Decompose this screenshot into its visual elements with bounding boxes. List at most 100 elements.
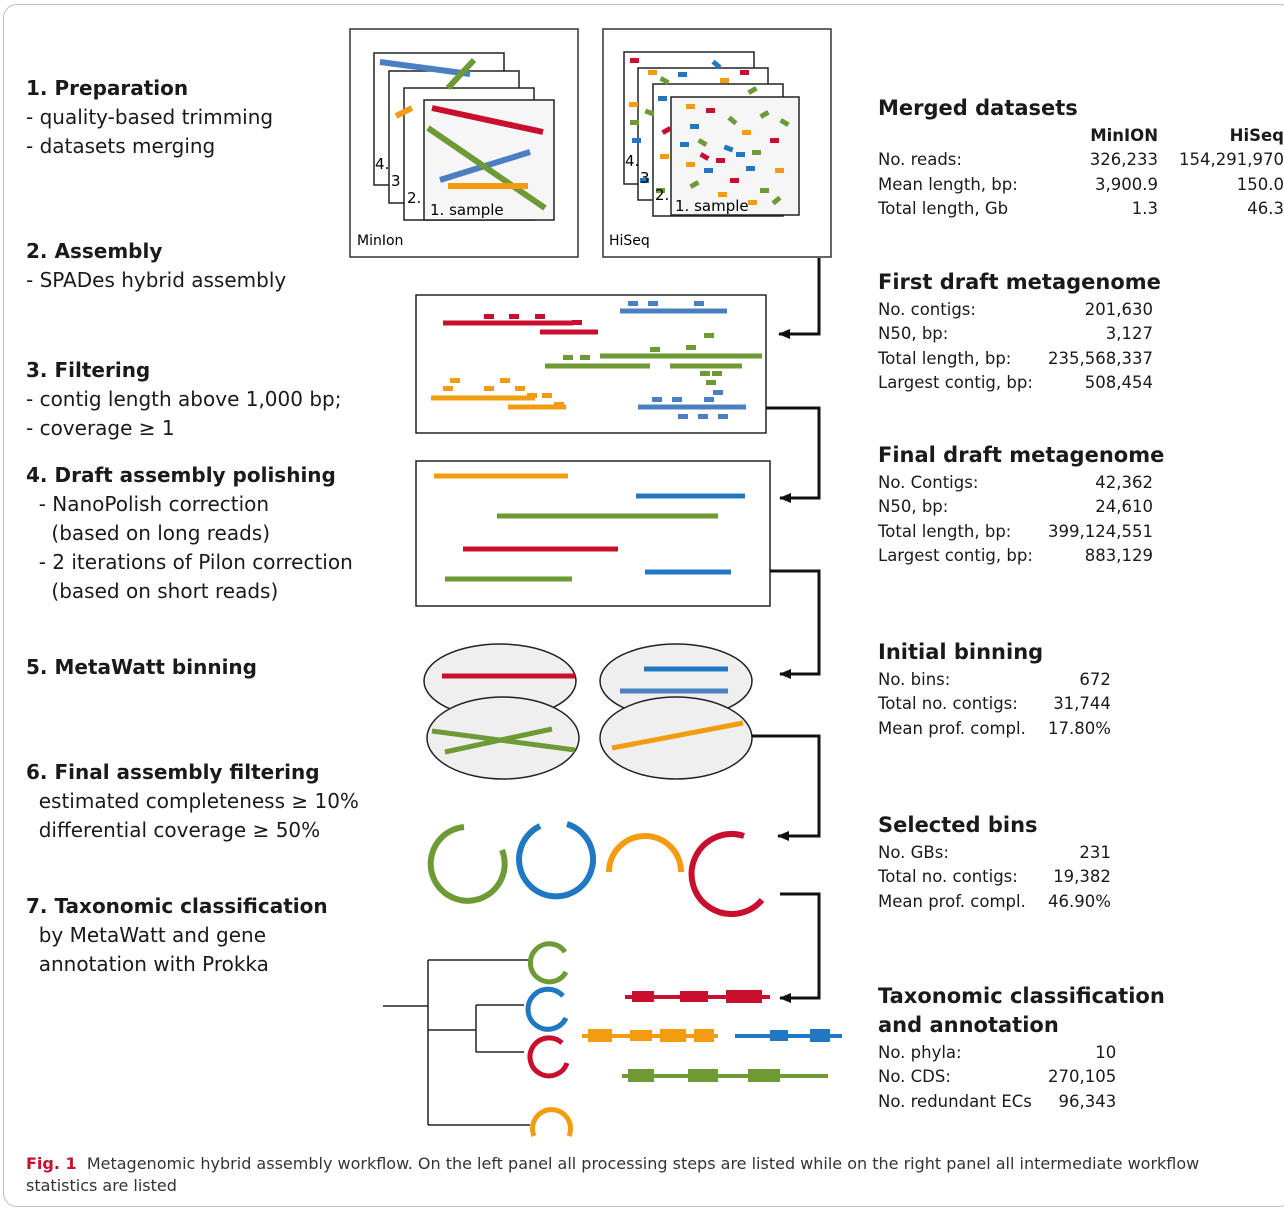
workflow-diagram: MinIon 4. 3 2. 1. sample HiSeq 4. 3 2. 1… xyxy=(349,28,842,1137)
read-dash xyxy=(770,138,779,143)
read-dash xyxy=(740,70,749,75)
caption-text: Metagenomic hybrid assembly workflow. On… xyxy=(26,1154,1205,1195)
read-dash xyxy=(718,414,728,419)
read-dash xyxy=(686,345,696,350)
stat-label: Total no. contigs: xyxy=(878,694,1018,714)
read-dash xyxy=(542,393,552,398)
stat-label: Mean prof. compl. xyxy=(878,718,1026,738)
stat-label: Total length, bp: xyxy=(878,521,1012,541)
stat-value: 326,233 xyxy=(1089,150,1158,170)
col-minion: MinION xyxy=(1090,125,1158,145)
stat-value: 883,129 xyxy=(1084,546,1153,566)
read-dash xyxy=(484,386,494,391)
minion-layer-3: 3 xyxy=(391,172,401,190)
stat-row: No. contigs: 201,630 xyxy=(878,297,1153,322)
step-7: 7. Taxonomic classification by MetaWatt … xyxy=(26,892,328,979)
step-title: 3. Filtering xyxy=(26,358,151,382)
minion-sample-label: 1. sample xyxy=(430,201,504,219)
stat-value: 235,568,337 xyxy=(1048,348,1153,368)
step-1: 1. Preparation - quality-based trimming - … xyxy=(26,74,273,161)
stat-value: 17.80% xyxy=(1048,718,1111,738)
stat-row: No. Contigs: 42,362 xyxy=(878,470,1153,495)
stat-row: Largest contig, bp: 883,129 xyxy=(878,544,1153,569)
stat-row: No. redundant ECs 96,343 xyxy=(878,1089,1116,1114)
stat-label: No. GBs: xyxy=(878,842,949,862)
step-detail: estimated completeness ≥ 10% xyxy=(26,789,359,813)
read-dash xyxy=(742,130,751,135)
read-dash xyxy=(775,168,784,173)
flow-arrows xyxy=(752,258,821,1003)
stat-label: No. redundant ECs xyxy=(878,1091,1032,1111)
stat-value: 399,124,551 xyxy=(1048,521,1153,541)
read-dash xyxy=(716,158,725,163)
read-dash xyxy=(661,126,672,135)
stat-row: Mean prof. compl. 46.90% xyxy=(878,889,1111,914)
taxonomic-title-1: Taxonomic classification xyxy=(878,984,1165,1008)
read-dash xyxy=(509,314,519,319)
read-dash xyxy=(690,124,699,129)
read-dash xyxy=(699,152,710,161)
first-draft-title: First draft metagenome xyxy=(878,270,1161,294)
read-dash xyxy=(563,355,573,360)
stat-value: 46.90% xyxy=(1048,891,1111,911)
read-dash xyxy=(678,72,687,77)
stat-row: Total no. contigs: 31,744 xyxy=(878,692,1111,717)
stat-row: Mean prof. compl. 17.80% xyxy=(878,716,1111,741)
step-title: 1. Preparation xyxy=(26,76,189,100)
stat-row: No. bins: 672 xyxy=(878,667,1111,692)
read-dash xyxy=(660,154,669,159)
taxonomic-tree xyxy=(383,959,530,1126)
hiseq-sample-label: 1. sample xyxy=(675,197,749,215)
stat-value: 46.3 xyxy=(1247,199,1284,219)
read-dash xyxy=(704,333,714,338)
read-dash xyxy=(628,301,638,306)
read-dash xyxy=(527,393,537,398)
read-dash xyxy=(712,371,722,376)
read-dash xyxy=(779,118,790,127)
hiseq-layer-2: 2. xyxy=(655,186,669,204)
step-detail: - 2 iterations of Pilon correction xyxy=(26,550,353,574)
figure-number: Fig. 1 xyxy=(26,1154,77,1173)
stat-row: Total no. contigs: 19,382 xyxy=(878,865,1111,890)
read-dash xyxy=(759,110,770,119)
minion-layer-4: 4. xyxy=(375,155,389,173)
stat-value: 270,105 xyxy=(1048,1067,1117,1087)
read-dash xyxy=(689,180,700,189)
read-dash xyxy=(678,414,688,419)
first-draft-stats: First draft metagenome No. contigs: 201,6… xyxy=(878,268,1284,395)
initial-binning-title: Initial binning xyxy=(878,640,1044,664)
stat-value: 31,744 xyxy=(1053,694,1111,714)
step-detail: differential coverage ≥ 50% xyxy=(26,818,321,842)
stat-value: 96,343 xyxy=(1058,1091,1117,1111)
selected-bins-stats: Selected bins No. GBs: 231 Total no. conti… xyxy=(878,811,1284,914)
read-dash xyxy=(644,108,655,117)
read-dash xyxy=(656,188,665,193)
read-dash xyxy=(704,397,714,402)
read-dash xyxy=(652,397,662,402)
step-detail: - contig length above 1,000 bp; xyxy=(26,387,342,411)
initial-binning-stats: Initial binning No. bins: 672 Total no. co… xyxy=(878,638,1284,741)
read-dash xyxy=(700,371,710,376)
read-dash xyxy=(658,96,667,101)
stat-value: 672 xyxy=(1079,669,1111,689)
step-detail: - NanoPolish correction xyxy=(26,492,270,516)
step-title: 4. Draft assembly polishing xyxy=(26,463,336,487)
read-dash xyxy=(720,78,729,83)
step-6: 6. Final assembly filtering estimated co… xyxy=(26,758,359,845)
hiseq-label: HiSeq xyxy=(609,233,650,249)
step-title: 7. Taxonomic classification xyxy=(26,894,328,918)
read-dash xyxy=(450,378,460,383)
stat-label: Total no. contigs: xyxy=(878,867,1018,887)
merged-datasets-table: MinION HiSeq No. reads: 326,233 154,291,970… xyxy=(878,123,1284,221)
stat-value: 1.3 xyxy=(1131,199,1158,219)
read-dash xyxy=(760,188,769,193)
step-3: 3. Filtering - contig length above 1,000 … xyxy=(26,356,341,443)
read-dash xyxy=(443,386,453,391)
stat-value: 3,900.9 xyxy=(1095,174,1158,194)
stat-value: 19,382 xyxy=(1053,867,1111,887)
read-dash xyxy=(694,301,704,306)
stat-value: 201,630 xyxy=(1084,299,1153,319)
stat-row: N50, bp: 3,127 xyxy=(878,322,1153,347)
step-5: 5. MetaWatt binning xyxy=(26,653,257,682)
read-dash xyxy=(630,58,639,63)
